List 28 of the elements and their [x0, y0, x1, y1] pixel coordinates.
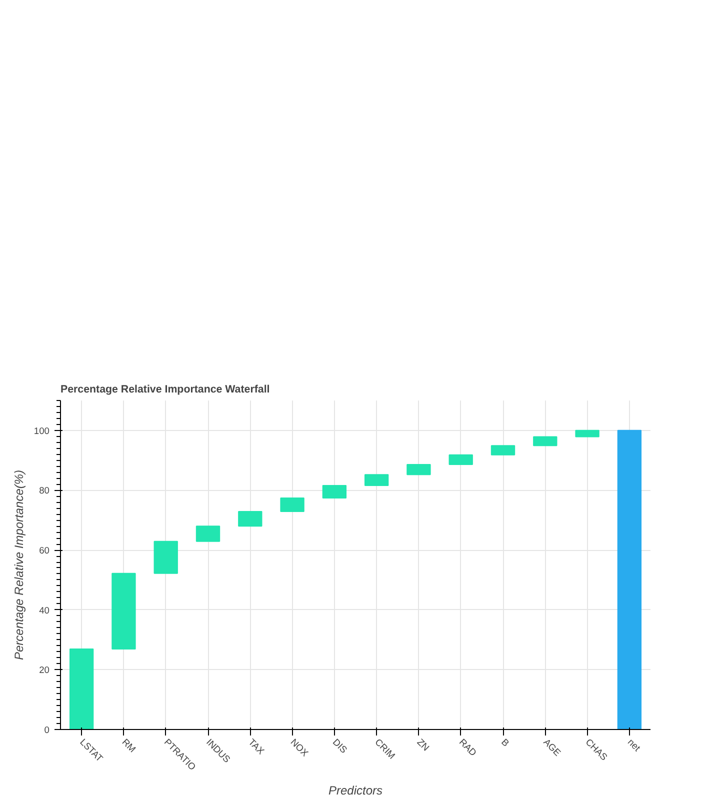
- x-tick-label: B: [499, 736, 511, 748]
- bar: [406, 464, 431, 476]
- y-tick-label: 60: [39, 546, 50, 556]
- bar: [112, 572, 136, 650]
- x-axis-title: Predictors: [328, 784, 383, 798]
- y-tick-label: 40: [39, 605, 50, 616]
- bar: [69, 648, 94, 730]
- x-tick-label: ZN: [415, 736, 432, 753]
- bar: [280, 498, 304, 512]
- bar: [533, 436, 558, 446]
- bar: [154, 540, 178, 574]
- bar: [364, 474, 389, 486]
- x-tick-label: RM: [120, 736, 138, 754]
- bar: [575, 430, 600, 438]
- y-tick-label: 80: [39, 486, 50, 496]
- x-tick-label: DIS: [330, 736, 349, 756]
- x-tick-label: net: [626, 736, 642, 754]
- y-tick-label: 0: [44, 725, 50, 735]
- bar: [448, 454, 473, 466]
- y-tick-label: 20: [39, 665, 50, 676]
- bar: [322, 484, 347, 499]
- bar: [238, 510, 262, 527]
- chart-title: Percentage Relative Importance Waterfall: [60, 384, 270, 396]
- bar: [617, 430, 642, 730]
- y-axis-title: Percentage Relative Importance(%): [12, 470, 26, 660]
- y-tick-label: 100: [34, 426, 50, 436]
- bar: [196, 526, 220, 542]
- bar: [490, 445, 516, 456]
